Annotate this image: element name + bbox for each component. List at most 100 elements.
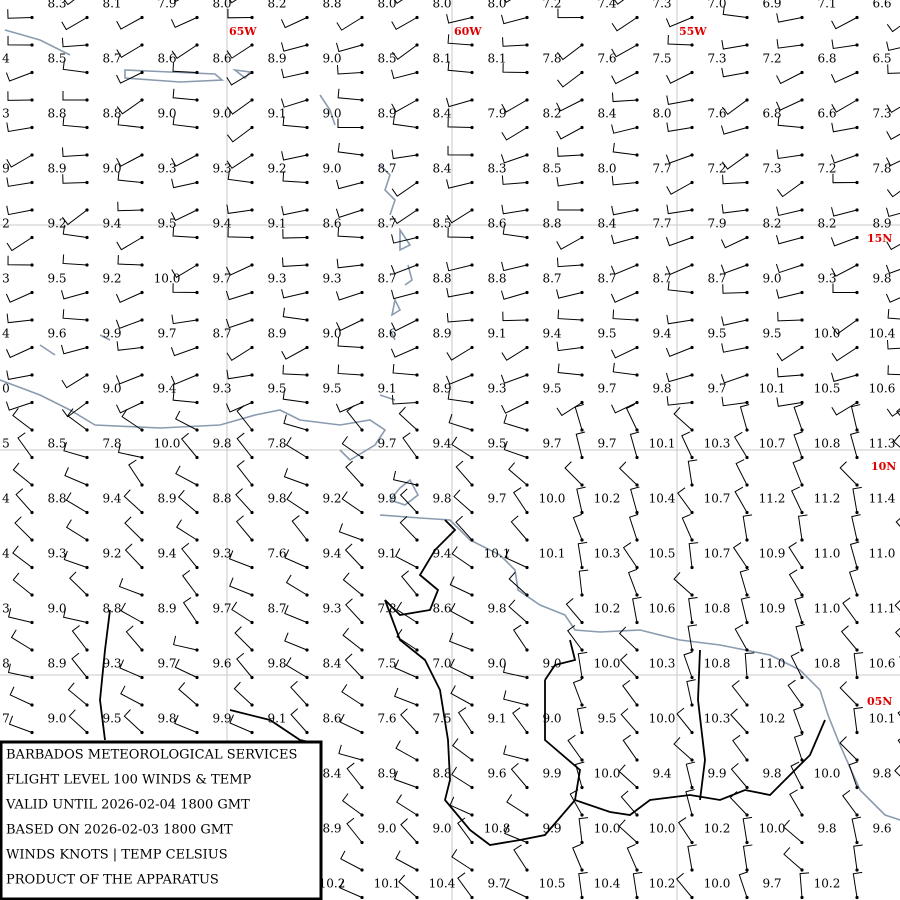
wind-barb bbox=[849, 431, 860, 458]
temperature: 10.8 bbox=[484, 822, 511, 836]
temperature: 8.7 bbox=[707, 272, 726, 286]
temperature: 8.9 bbox=[47, 657, 66, 671]
temperature: 8.5 bbox=[47, 52, 66, 66]
wind-barb bbox=[896, 408, 900, 417]
wind-barb bbox=[335, 208, 363, 218]
temperature: 8.0 bbox=[597, 162, 616, 176]
wind-barb bbox=[455, 515, 473, 541]
wind-barb bbox=[666, 72, 693, 84]
temperature: 10.1 bbox=[869, 712, 896, 726]
wind-barb bbox=[831, 207, 858, 217]
wind-barb bbox=[849, 541, 860, 568]
temperature: 8.9 bbox=[872, 217, 891, 231]
wind-barb bbox=[283, 414, 308, 431]
temperature: 9.3 bbox=[322, 272, 341, 286]
wind-barb bbox=[6, 237, 33, 252]
wind-barb bbox=[776, 149, 803, 160]
wind-barb bbox=[721, 99, 748, 115]
borders bbox=[99, 519, 826, 846]
wind-barb bbox=[556, 341, 583, 352]
temperature: 9.0 bbox=[542, 657, 561, 671]
wind-barb bbox=[776, 367, 803, 378]
legend-line: VALID UNTIL 2026-02-04 1800 GMT bbox=[5, 798, 250, 813]
wind-barb bbox=[742, 816, 753, 843]
legend-frame bbox=[0, 740, 323, 900]
temperature: 10.6 bbox=[869, 657, 896, 671]
temperature: 10.5 bbox=[649, 547, 676, 561]
wind-barb bbox=[512, 707, 528, 733]
wind-barb bbox=[775, 263, 803, 274]
wind-barb bbox=[447, 228, 473, 238]
wind-barb bbox=[665, 372, 693, 383]
wind-barb bbox=[782, 819, 803, 843]
wind-barb bbox=[175, 465, 198, 486]
temperature: 10.3 bbox=[704, 712, 731, 726]
temperature: 9.1 bbox=[267, 712, 286, 726]
wind-barb bbox=[128, 459, 143, 486]
wind-barb bbox=[885, 207, 900, 218]
wind-barb bbox=[117, 443, 143, 458]
wind-barb bbox=[665, 236, 693, 247]
wind-barb bbox=[776, 182, 803, 198]
wind-barb bbox=[341, 793, 363, 816]
wind-barb bbox=[15, 488, 33, 513]
wind-barb bbox=[506, 794, 528, 816]
wind-barb bbox=[5, 401, 33, 411]
wind-barb bbox=[338, 744, 363, 761]
wind-barb bbox=[286, 491, 308, 513]
temperature: 10.1 bbox=[759, 382, 786, 396]
temperature: 10.8 bbox=[814, 657, 841, 671]
wind-barb bbox=[284, 549, 308, 568]
wind-barb bbox=[226, 347, 253, 362]
wind-barb bbox=[501, 204, 528, 215]
wind-barb bbox=[629, 431, 640, 458]
wind-barb bbox=[225, 402, 253, 413]
wind-barb bbox=[830, 72, 858, 84]
wind-barb bbox=[9, 686, 33, 706]
wind-barb bbox=[226, 44, 253, 59]
wind-barb bbox=[120, 602, 143, 623]
temperature: 9.0 bbox=[47, 712, 66, 726]
wind-barb bbox=[776, 72, 803, 85]
wind-barb bbox=[446, 287, 473, 298]
wind-barb bbox=[399, 488, 418, 513]
temperature: 8.2 bbox=[817, 217, 836, 231]
wind-barb bbox=[897, 738, 900, 744]
temperature: 8.8 bbox=[322, 0, 341, 11]
temperature: 10.1 bbox=[374, 877, 401, 891]
temperature: 8.8 bbox=[432, 767, 451, 781]
meridian-label: 60W bbox=[454, 25, 482, 38]
wind-barb bbox=[398, 874, 418, 898]
temperature: 8.7 bbox=[377, 217, 396, 231]
wind-barb bbox=[790, 651, 803, 678]
wind-barb bbox=[231, 601, 253, 623]
wind-barb bbox=[777, 311, 803, 322]
wind-barb bbox=[742, 514, 753, 541]
temperature: 7.5 bbox=[377, 657, 396, 671]
temperature: 10.0 bbox=[539, 492, 566, 506]
wind-barb bbox=[501, 14, 528, 25]
wind-barb bbox=[336, 65, 363, 75]
wind-barb bbox=[788, 569, 803, 596]
temperature: 6.8 bbox=[817, 52, 836, 66]
temperature: 9.4 bbox=[102, 217, 121, 231]
wind-barb bbox=[116, 237, 143, 251]
wind-barb bbox=[346, 762, 363, 788]
edge-temperature: 9 bbox=[2, 162, 10, 176]
wind-barb bbox=[501, 99, 528, 113]
wind-barb bbox=[177, 489, 198, 513]
wind-barb bbox=[448, 413, 473, 431]
legend-line: WINDS KNOTS | TEMP CELSIUS bbox=[6, 848, 228, 863]
temperature: 8.8 bbox=[212, 492, 231, 506]
wind-barb bbox=[398, 406, 418, 431]
wind-barb bbox=[116, 44, 143, 58]
wind-barb bbox=[831, 319, 858, 335]
wind-barb bbox=[776, 206, 803, 217]
wind-barb bbox=[886, 23, 900, 33]
wind-barb bbox=[445, 374, 473, 385]
wind-barb bbox=[501, 347, 528, 361]
wind-barb bbox=[842, 789, 858, 816]
temperature: 9.5 bbox=[267, 382, 286, 396]
wind-barb bbox=[5, 72, 33, 82]
